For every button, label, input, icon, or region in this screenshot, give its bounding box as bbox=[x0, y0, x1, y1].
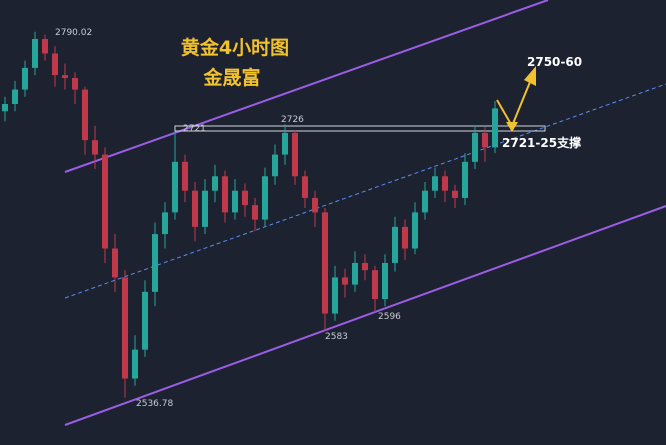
candle-body bbox=[442, 176, 448, 191]
price-label: 2536.78 bbox=[136, 399, 173, 409]
candle-body bbox=[282, 132, 288, 155]
candle-body bbox=[312, 197, 318, 213]
candle-body bbox=[132, 349, 138, 379]
channel-mid bbox=[64, 83, 666, 299]
candle-body bbox=[362, 262, 368, 271]
candle-body bbox=[342, 277, 348, 285]
channel-upper bbox=[64, 0, 549, 173]
candle-body bbox=[332, 277, 338, 314]
candle-body bbox=[422, 190, 428, 213]
arrow-head bbox=[506, 122, 518, 132]
price-label: 2721 bbox=[183, 124, 206, 134]
price-label: 2583 bbox=[325, 332, 348, 342]
candle-body bbox=[492, 108, 498, 148]
candle-body bbox=[432, 176, 438, 191]
candles bbox=[2, 31, 498, 398]
target-label: 2750-60 bbox=[527, 55, 582, 69]
chart-title: 黄金4小时图 bbox=[181, 36, 289, 59]
candle-body bbox=[372, 270, 378, 300]
candle-body bbox=[472, 132, 478, 162]
candle-body bbox=[182, 161, 188, 191]
candle-body bbox=[162, 212, 168, 235]
candle-body bbox=[292, 132, 298, 177]
candle-body bbox=[452, 190, 458, 198]
channel-lower bbox=[64, 205, 666, 426]
candle-body bbox=[242, 190, 248, 206]
price-label: 2596 bbox=[378, 312, 401, 322]
support-label: 2721-25支撑 bbox=[502, 135, 581, 150]
candle-body bbox=[12, 89, 18, 105]
candle-body bbox=[22, 67, 28, 90]
candle-body bbox=[142, 291, 148, 350]
candle-body bbox=[72, 78, 78, 90]
candle-body bbox=[102, 154, 108, 249]
candle-body bbox=[172, 161, 178, 213]
candle-body bbox=[352, 262, 358, 285]
candle-body bbox=[252, 205, 258, 220]
candle-body bbox=[62, 75, 68, 79]
candle-body bbox=[232, 190, 238, 213]
candle-body bbox=[82, 89, 88, 141]
candle-body bbox=[112, 248, 118, 278]
candle-body bbox=[52, 53, 58, 76]
candle-body bbox=[382, 262, 388, 300]
candle-body bbox=[122, 277, 128, 379]
candle-body bbox=[202, 190, 208, 227]
candle-body bbox=[212, 176, 218, 191]
candle-body bbox=[42, 39, 48, 54]
price-label: 2790.02 bbox=[55, 28, 92, 38]
candle-body bbox=[322, 212, 328, 314]
candle-body bbox=[412, 212, 418, 249]
candle-body bbox=[272, 154, 278, 177]
arrow-head bbox=[524, 66, 536, 86]
candle-body bbox=[92, 140, 98, 155]
chart-subtitle: 金晟富 bbox=[202, 66, 260, 89]
resistance-box bbox=[174, 125, 546, 132]
candle-body bbox=[462, 161, 468, 198]
price-label: 2726 bbox=[281, 115, 304, 125]
candle-body bbox=[2, 104, 8, 112]
candle-body bbox=[302, 176, 308, 198]
candle-body bbox=[482, 132, 488, 148]
candle-body bbox=[262, 176, 268, 220]
candle-body bbox=[192, 190, 198, 227]
candle-body bbox=[152, 234, 158, 292]
candle-body bbox=[32, 39, 38, 68]
candle-body bbox=[392, 226, 398, 263]
candle-body bbox=[402, 226, 408, 249]
candle-body bbox=[222, 176, 228, 213]
